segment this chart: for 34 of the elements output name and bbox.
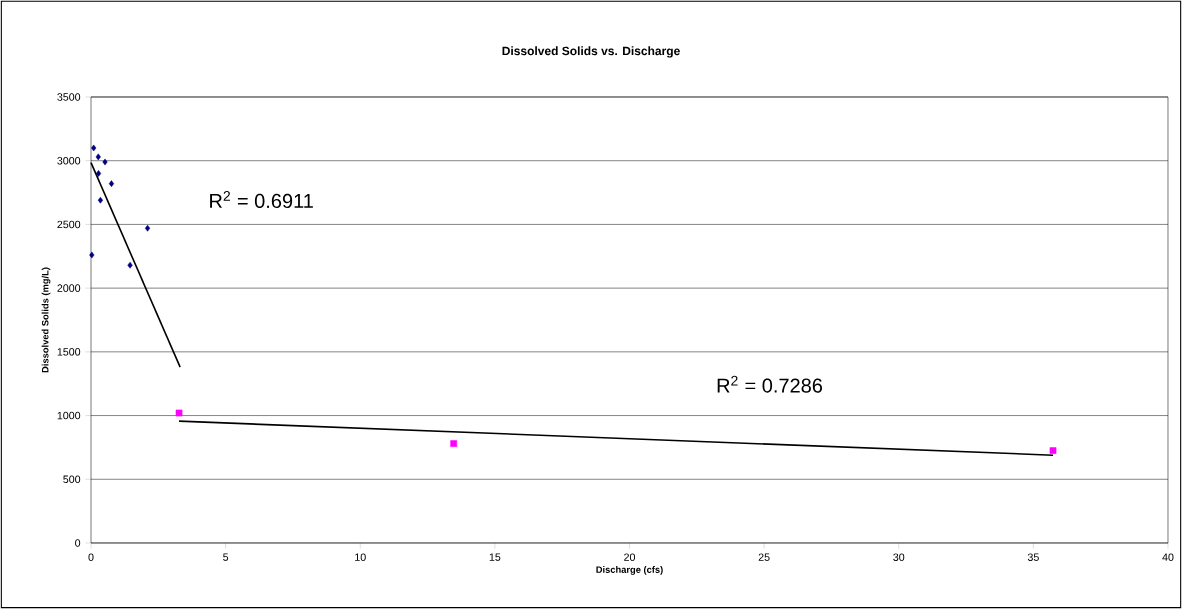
point — [127, 261, 133, 269]
y-tick-label: 3500 — [57, 93, 81, 101]
point — [144, 224, 151, 232]
x-tick-label: 20 — [624, 553, 636, 561]
point — [95, 153, 101, 161]
point — [450, 440, 458, 447]
y-tick-label: 3000 — [57, 156, 81, 165]
x-axis-title: Discharge (cfs) — [596, 566, 663, 575]
x-tick-label: 40 — [1162, 553, 1174, 561]
y-tick-label: 2000 — [57, 284, 81, 292]
point — [95, 170, 102, 177]
x-tick-label: 5 — [223, 553, 229, 561]
point — [108, 180, 115, 187]
y-tick-label: 1000 — [57, 411, 81, 420]
x-tick-label: 0 — [88, 553, 94, 561]
x-tick-label: 25 — [758, 553, 770, 561]
x-tick-label: 10 — [355, 553, 366, 561]
x-tick-label: 15 — [489, 553, 501, 561]
y-tick-label: 0 — [75, 539, 81, 547]
annotation: R$^{2}$ = 0.7286 — [717, 375, 823, 393]
point — [175, 409, 183, 417]
point — [102, 158, 108, 166]
chart-title: Dissolved Solids vs. Discharge — [502, 46, 680, 58]
point — [1049, 447, 1057, 454]
x-tick-label: 35 — [1027, 553, 1039, 561]
point — [91, 144, 97, 152]
annotation: R$^{2}$ = 0.6911 — [210, 191, 313, 209]
point — [97, 196, 103, 204]
x-tick-label: 30 — [893, 553, 905, 561]
point — [89, 251, 95, 259]
y-axis-title: Dissolved Solids (mg/L) — [41, 267, 51, 373]
y-tick-label: 500 — [63, 475, 81, 484]
y-tick-label: 1500 — [57, 348, 81, 356]
y-tick-label: 2500 — [57, 220, 81, 229]
